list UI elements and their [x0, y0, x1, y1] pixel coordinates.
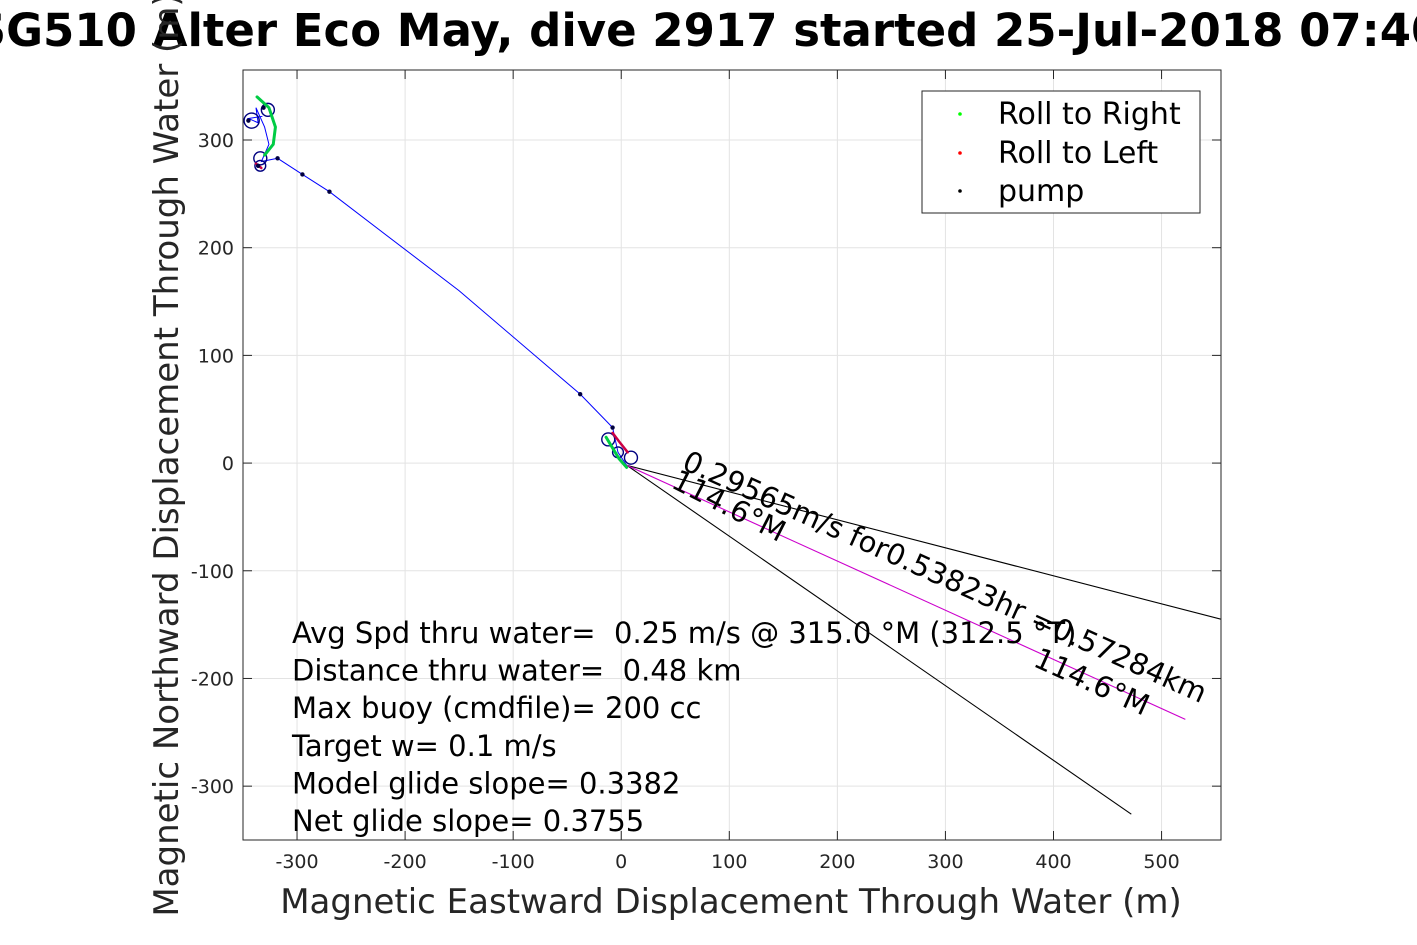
x-axis-label: Magnetic Eastward Displacement Through W… — [280, 882, 1182, 922]
x-tick-label: 100 — [711, 851, 747, 873]
pump-point — [275, 156, 280, 161]
legend-box — [921, 90, 1201, 214]
x-tick-label: 400 — [1035, 851, 1071, 873]
track-loop — [253, 151, 268, 166]
legend-marker-pump — [958, 189, 962, 193]
stat-line: Target w= 0.1 m/s — [291, 729, 557, 763]
y-axis-label: Magnetic Northward Displacement Through … — [147, 0, 187, 917]
y-tick-label: 0 — [222, 453, 234, 475]
plot-content — [243, 95, 1221, 815]
x-tick-label: 200 — [819, 851, 855, 873]
track-loop — [254, 159, 267, 172]
y-tick-label: -100 — [191, 561, 234, 583]
legend-label-roll-right: Roll to Right — [998, 97, 1181, 132]
x-tick-label: -200 — [384, 851, 427, 873]
roll-right-segment — [255, 95, 277, 157]
legend-label-roll-left: Roll to Left — [998, 136, 1158, 171]
legend-marker-roll-right — [958, 112, 962, 116]
x-tick-label: 500 — [1143, 851, 1179, 873]
x-tick-label: -100 — [492, 851, 535, 873]
track-loop — [260, 102, 276, 118]
heading-line — [626, 464, 1186, 720]
pump-point — [261, 105, 266, 110]
y-tick-label: 200 — [198, 238, 234, 260]
stat-line: Distance thru water= 0.48 km — [292, 654, 742, 688]
stat-line: Net glide slope= 0.3755 — [292, 804, 644, 838]
track-loop — [623, 450, 639, 465]
heading-line — [626, 464, 1221, 620]
y-tick-label: 300 — [198, 130, 234, 152]
roll-right-segment — [604, 435, 629, 469]
x-axis-ticks: -300 -200 -100 0 100 200 300 400 500 — [275, 70, 1180, 873]
pump-point — [255, 163, 261, 169]
stat-line: Avg Spd thru water= 0.25 m/s @ 315.0 °M … — [292, 616, 1076, 650]
legend: Roll to Right Roll to Left pump — [921, 90, 1201, 214]
x-tick-label: 300 — [927, 851, 963, 873]
legend-label-pump: pump — [998, 174, 1084, 209]
roll-left-segment — [611, 431, 629, 454]
legend-marker-roll-left — [958, 151, 962, 155]
x-tick-label: 0 — [615, 851, 627, 873]
track-loop — [243, 112, 260, 129]
y-tick-label: 100 — [198, 345, 234, 367]
stat-line: Model glide slope= 0.3382 — [292, 766, 680, 800]
pump-point — [300, 172, 305, 177]
stats-text-block: Avg Spd thru water= 0.25 m/s @ 315.0 °M … — [291, 616, 1076, 838]
plot-frame — [242, 69, 1222, 841]
y-axis-ticks: -300 -200 -100 0 100 200 300 — [191, 130, 1221, 798]
heading-lines — [626, 464, 1221, 815]
chart-title: SG510 Alter Eco May, dive 2917 started 2… — [0, 4, 1417, 57]
heading-line — [626, 464, 1132, 815]
x-tick-label: -300 — [275, 851, 318, 873]
pump-layer — [246, 105, 615, 430]
track-loop — [601, 432, 616, 447]
pump-point — [327, 189, 332, 194]
y-tick-label: -200 — [191, 668, 234, 690]
pump-point — [610, 425, 615, 430]
pump-point — [577, 391, 583, 397]
stat-line: Max buoy (cmdfile)= 200 cc — [292, 691, 701, 725]
pump-point — [246, 118, 251, 123]
y-tick-label: -300 — [191, 776, 234, 798]
